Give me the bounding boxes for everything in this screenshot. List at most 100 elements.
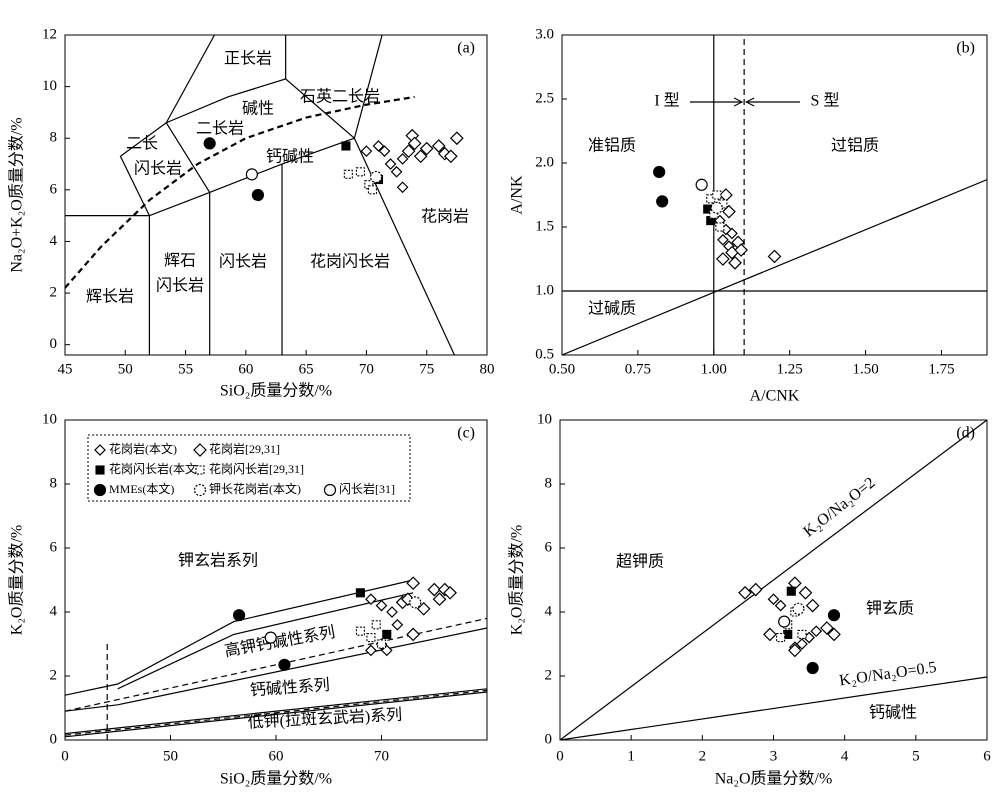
annotation: S 型 xyxy=(811,92,840,110)
point xyxy=(716,252,730,266)
point xyxy=(748,582,763,597)
legend-marker xyxy=(195,465,205,475)
annotation: 花岗闪长岩 xyxy=(310,253,390,271)
point xyxy=(805,598,820,613)
boundary-line xyxy=(353,35,383,139)
point xyxy=(774,599,787,612)
legend-marker xyxy=(193,443,207,457)
point xyxy=(763,627,777,642)
legend-label: 花岗岩(本文) xyxy=(109,441,177,456)
boundary-line xyxy=(119,121,211,216)
y-tick-label: 0.5 xyxy=(535,346,554,362)
y-tick-label: 2 xyxy=(50,285,58,301)
point xyxy=(726,227,738,240)
boundary-line xyxy=(65,579,414,696)
panel-label: (d) xyxy=(956,425,975,442)
annotation: 花岗岩 xyxy=(421,208,469,226)
y-tick-label: 1.5 xyxy=(535,218,554,234)
point xyxy=(406,627,420,642)
point xyxy=(788,643,802,658)
boundary-line xyxy=(65,688,487,735)
legend-label: MMEs(本文) xyxy=(109,481,174,496)
point xyxy=(367,185,378,195)
panel-label: (a) xyxy=(457,40,475,57)
point xyxy=(728,255,742,270)
point xyxy=(767,593,780,606)
legend-marker xyxy=(93,483,107,497)
annotation: I 型 xyxy=(654,92,679,110)
point xyxy=(407,136,422,151)
point xyxy=(378,145,391,157)
boundary-line xyxy=(165,35,216,124)
x-tick-label: 1.25 xyxy=(777,361,803,377)
panel-label: (b) xyxy=(956,40,975,57)
y-tick-label: 12 xyxy=(42,26,57,42)
legend-marker xyxy=(323,483,337,497)
x-tick-label: 50 xyxy=(163,748,178,764)
point xyxy=(656,195,669,208)
point xyxy=(364,180,374,190)
x-tick-label: 50 xyxy=(118,361,133,377)
boundary-line xyxy=(353,137,455,355)
annotation: 钾玄质 xyxy=(866,600,914,618)
boundary-line xyxy=(65,691,487,738)
plot-frame xyxy=(64,34,488,356)
boundary-line xyxy=(560,420,987,740)
point xyxy=(827,627,841,642)
point xyxy=(406,576,420,591)
point xyxy=(443,149,458,164)
point xyxy=(786,586,796,596)
boundary-line xyxy=(117,592,414,690)
point xyxy=(386,606,398,618)
y-tick-label: 6 xyxy=(50,181,58,197)
point xyxy=(401,144,416,158)
annotation: 碱性 xyxy=(242,100,274,118)
x-tick-label: 6 xyxy=(983,748,991,764)
x-tick-label: 70 xyxy=(359,361,374,377)
annotation: 钙碱性系列 xyxy=(249,676,330,700)
point xyxy=(278,658,291,671)
arrow-head xyxy=(745,97,755,107)
annotation: 钙碱性 xyxy=(266,148,314,166)
x-tick-label: 75 xyxy=(419,361,434,377)
y-tick-label: 6 xyxy=(545,539,553,555)
y-tick-label: 8 xyxy=(545,475,553,491)
x-axis-label: SiO₂质量分数/% xyxy=(220,382,332,400)
y-tick-label: 2 xyxy=(545,667,553,683)
annotation: 二长岩 xyxy=(196,120,244,138)
y-tick-label: 2 xyxy=(50,667,58,683)
y-tick-label: 2.5 xyxy=(535,90,554,106)
legend-label: 花岗闪长岩[29,31] xyxy=(209,461,304,476)
x-tick-label: 1.00 xyxy=(701,361,727,377)
annotation: 闪长岩 xyxy=(219,253,267,271)
point xyxy=(776,633,786,643)
x-tick-label: 55 xyxy=(178,361,193,377)
x-tick-label: 1 xyxy=(627,748,635,764)
annotation: 钾玄岩系列 xyxy=(178,552,258,570)
point xyxy=(396,153,409,165)
point xyxy=(717,233,729,246)
boundary-line xyxy=(562,179,987,355)
y-tick-label: 10 xyxy=(537,411,552,427)
x-tick-label: 0.50 xyxy=(549,361,575,377)
annotation: 辉石 xyxy=(164,252,196,270)
point xyxy=(722,204,736,219)
point xyxy=(712,190,722,200)
annotation: 闪长岩 xyxy=(134,160,182,178)
x-tick-label: 70 xyxy=(374,748,389,764)
point xyxy=(369,170,383,184)
x-tick-label: 2 xyxy=(699,748,707,764)
x-tick-label: 1.50 xyxy=(852,361,878,377)
x-axis-label: Na₂O质量分数/% xyxy=(715,770,833,788)
point xyxy=(371,620,381,630)
point xyxy=(396,181,409,194)
y-tick-label: 4 xyxy=(50,603,58,619)
boundary-line xyxy=(65,689,487,736)
annotation: 准铝质 xyxy=(588,137,636,155)
point xyxy=(360,145,373,157)
plot-frame xyxy=(561,34,988,356)
x-tick-label: 65 xyxy=(299,361,314,377)
point xyxy=(355,588,365,598)
point xyxy=(372,140,385,152)
point xyxy=(820,621,834,635)
